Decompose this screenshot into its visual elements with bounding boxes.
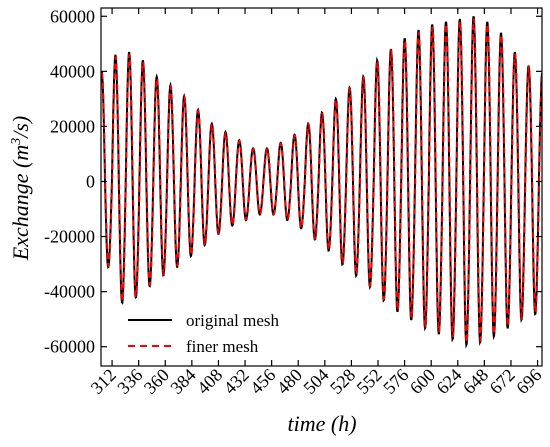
x-axis-title: time (h) xyxy=(287,411,356,436)
x-tick-label: 696 xyxy=(512,365,545,398)
series-line-original-mesh xyxy=(101,16,542,349)
legend: original mesh finer mesh xyxy=(128,311,280,356)
y-axis-title: Exchange (m3/s) xyxy=(8,116,33,261)
y-axis-title-tail: /s) xyxy=(8,116,33,140)
y-tick-label: -20000 xyxy=(44,227,95,247)
y-tick-label: 40000 xyxy=(50,61,95,81)
y-tick-label: -60000 xyxy=(44,337,95,357)
y-tick-label: 0 xyxy=(86,171,95,191)
legend-label-original-mesh: original mesh xyxy=(186,311,280,330)
y-tick-label: 20000 xyxy=(50,116,95,136)
series-line-finer-mesh xyxy=(101,18,542,344)
y-axis: -60000 -40000 -20000 0 20000 40000 60000 xyxy=(44,6,542,357)
y-tick-label: -40000 xyxy=(44,282,95,302)
plot-area xyxy=(101,16,542,349)
legend-label-finer-mesh: finer mesh xyxy=(186,337,259,356)
y-axis-title-sup: 3 xyxy=(9,138,24,146)
y-tick-label: 60000 xyxy=(50,6,95,26)
y-axis-title-main: Exchange (m xyxy=(8,145,33,261)
plot-frame xyxy=(100,7,543,367)
